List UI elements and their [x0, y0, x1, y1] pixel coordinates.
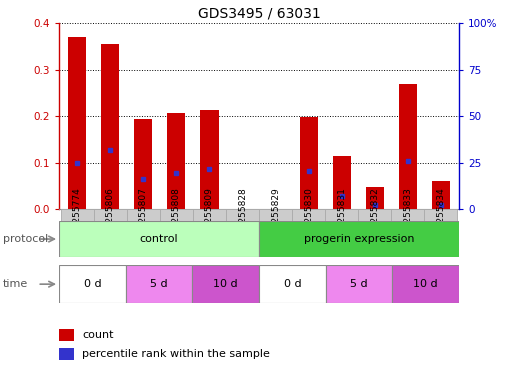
Bar — [300, 117, 318, 209]
Bar — [432, 181, 450, 209]
Bar — [192, 265, 259, 303]
Bar — [94, 209, 127, 221]
Bar — [424, 209, 458, 221]
Text: GSM255807: GSM255807 — [139, 188, 148, 242]
Text: GSM255833: GSM255833 — [403, 188, 412, 242]
Bar — [259, 209, 292, 221]
Bar — [325, 209, 358, 221]
Bar — [392, 265, 459, 303]
Text: 10 d: 10 d — [213, 279, 238, 289]
Text: progerin expression: progerin expression — [304, 234, 415, 244]
Bar — [167, 113, 186, 209]
Text: 0 d: 0 d — [284, 279, 301, 289]
Text: percentile rank within the sample: percentile rank within the sample — [82, 349, 270, 359]
Bar — [68, 37, 86, 209]
Text: GSM255806: GSM255806 — [106, 188, 115, 242]
Text: GSM255808: GSM255808 — [172, 188, 181, 242]
Bar — [332, 156, 351, 209]
Bar — [134, 119, 152, 209]
Bar — [226, 209, 259, 221]
Bar — [126, 265, 192, 303]
Bar — [259, 221, 459, 257]
Text: GSM255834: GSM255834 — [437, 188, 445, 242]
Bar — [326, 265, 392, 303]
Text: GSM255832: GSM255832 — [370, 188, 379, 242]
Text: 10 d: 10 d — [413, 279, 438, 289]
Bar — [366, 187, 384, 209]
Bar — [127, 209, 160, 221]
Bar — [259, 265, 326, 303]
Bar — [201, 110, 219, 209]
Text: time: time — [3, 279, 28, 289]
Text: count: count — [82, 331, 114, 341]
Title: GDS3495 / 63031: GDS3495 / 63031 — [198, 7, 321, 20]
Bar — [160, 209, 193, 221]
Text: 5 d: 5 d — [150, 279, 168, 289]
Bar — [61, 209, 94, 221]
Bar — [358, 209, 391, 221]
Text: GSM255828: GSM255828 — [238, 188, 247, 242]
Text: 5 d: 5 d — [350, 279, 368, 289]
Text: GSM255809: GSM255809 — [205, 188, 214, 242]
Bar — [59, 348, 74, 361]
Text: protocol: protocol — [3, 234, 48, 244]
Bar — [391, 209, 424, 221]
Bar — [59, 265, 126, 303]
Bar — [399, 84, 417, 209]
Text: GSM255774: GSM255774 — [73, 188, 82, 242]
Bar — [292, 209, 325, 221]
Bar — [193, 209, 226, 221]
Bar — [59, 221, 259, 257]
Text: GSM255829: GSM255829 — [271, 188, 280, 242]
Text: GSM255830: GSM255830 — [304, 188, 313, 242]
Text: 0 d: 0 d — [84, 279, 101, 289]
Bar — [59, 329, 74, 341]
Text: control: control — [140, 234, 179, 244]
Text: GSM255831: GSM255831 — [337, 188, 346, 242]
Bar — [101, 44, 120, 209]
